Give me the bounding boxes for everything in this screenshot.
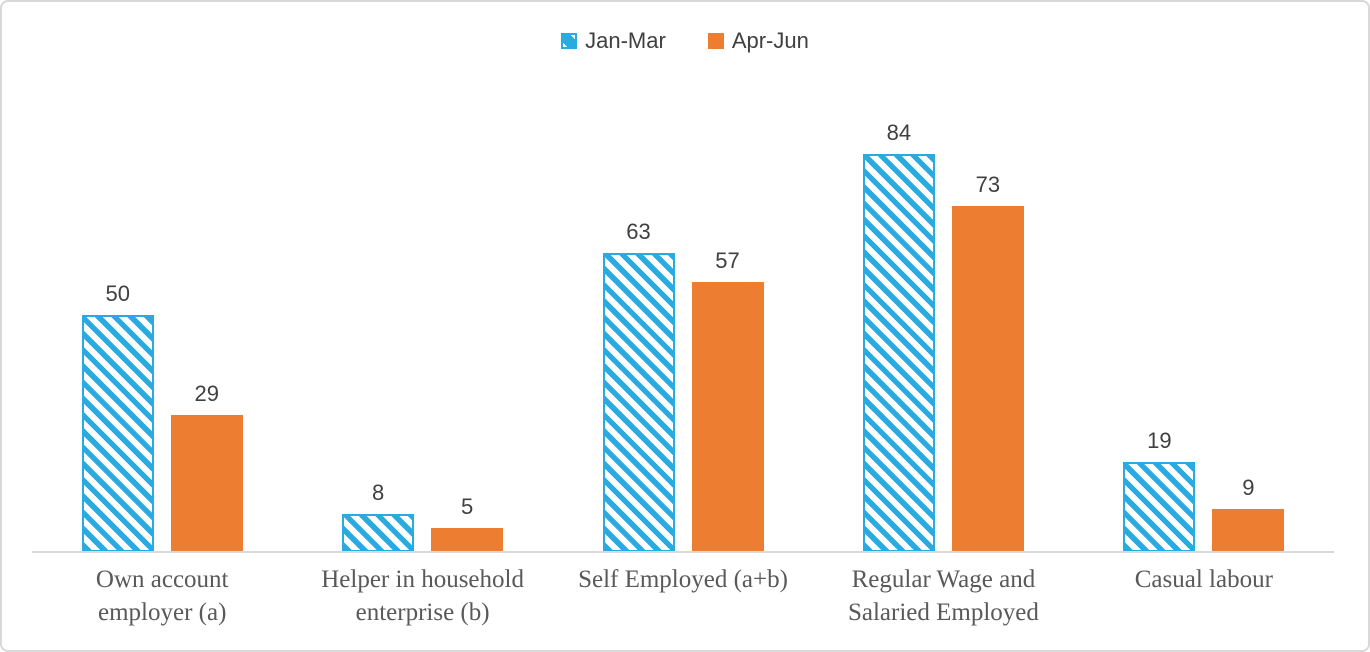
plot-area: 50 29 8 5 63 57 84 73 19 9 (32, 82, 1334, 552)
data-label: 84 (886, 119, 912, 145)
bar-column: 19 (1123, 427, 1196, 552)
bar-group: 50 29 (32, 280, 292, 552)
bar-column: 29 (170, 380, 243, 552)
bar-group: 84 73 (813, 119, 1073, 552)
legend-swatch-jan-mar-icon (561, 33, 578, 49)
category-label: Helper in household enterprise (b) (321, 566, 524, 626)
x-axis-line (32, 551, 1334, 553)
legend-item-jan-mar: Jan-Mar (561, 28, 666, 54)
data-label: 63 (626, 218, 651, 244)
bar-column: 50 (81, 280, 154, 552)
bar-column: 9 (1212, 474, 1285, 552)
category-label: Own account employer (a) (95, 566, 229, 626)
bar-apr-jun (431, 528, 504, 552)
category-label: Regular Wage and Salaried Employed (847, 566, 1039, 626)
bar-apr-jun (1212, 509, 1285, 552)
data-label: 5 (460, 493, 474, 519)
chart-legend: Jan-Mar Apr-Jun (2, 28, 1368, 54)
data-label: 57 (715, 247, 740, 273)
data-label: 29 (194, 380, 219, 406)
bar-jan-mar (1123, 462, 1196, 552)
legend-label-apr-jun: Apr-Jun (731, 28, 809, 53)
legend-swatch-apr-jun-icon (707, 33, 724, 49)
data-label: 50 (105, 280, 130, 306)
bar-column: 57 (691, 247, 764, 552)
legend-item-apr-jun: Apr-Jun (707, 28, 809, 54)
bar-column: 8 (342, 479, 415, 552)
category-labels: Own account employer (a) Helper in househ… (32, 564, 1334, 629)
data-label: 73 (975, 171, 1001, 197)
bar-group: 63 57 (553, 218, 813, 552)
bar-group: 19 9 (1074, 427, 1334, 552)
category-label: Self Employed (a+b) (578, 566, 788, 593)
bar-jan-mar (862, 154, 935, 552)
data-label: 8 (371, 479, 385, 505)
bar-jan-mar (81, 315, 154, 552)
bar-apr-jun (691, 282, 764, 552)
bar-column: 63 (602, 218, 675, 552)
data-label: 19 (1147, 427, 1172, 453)
bar-column: 84 (862, 119, 935, 552)
data-label: 9 (1242, 474, 1255, 500)
category-label: Casual labour (1134, 566, 1273, 593)
bar-apr-jun (951, 206, 1024, 552)
bar-column: 73 (951, 171, 1024, 552)
bar-jan-mar (342, 514, 415, 552)
legend-label-jan-mar: Jan-Mar (585, 28, 666, 53)
bar-apr-jun (170, 415, 243, 552)
bar-column: 5 (431, 493, 504, 552)
bar-jan-mar (602, 253, 675, 552)
